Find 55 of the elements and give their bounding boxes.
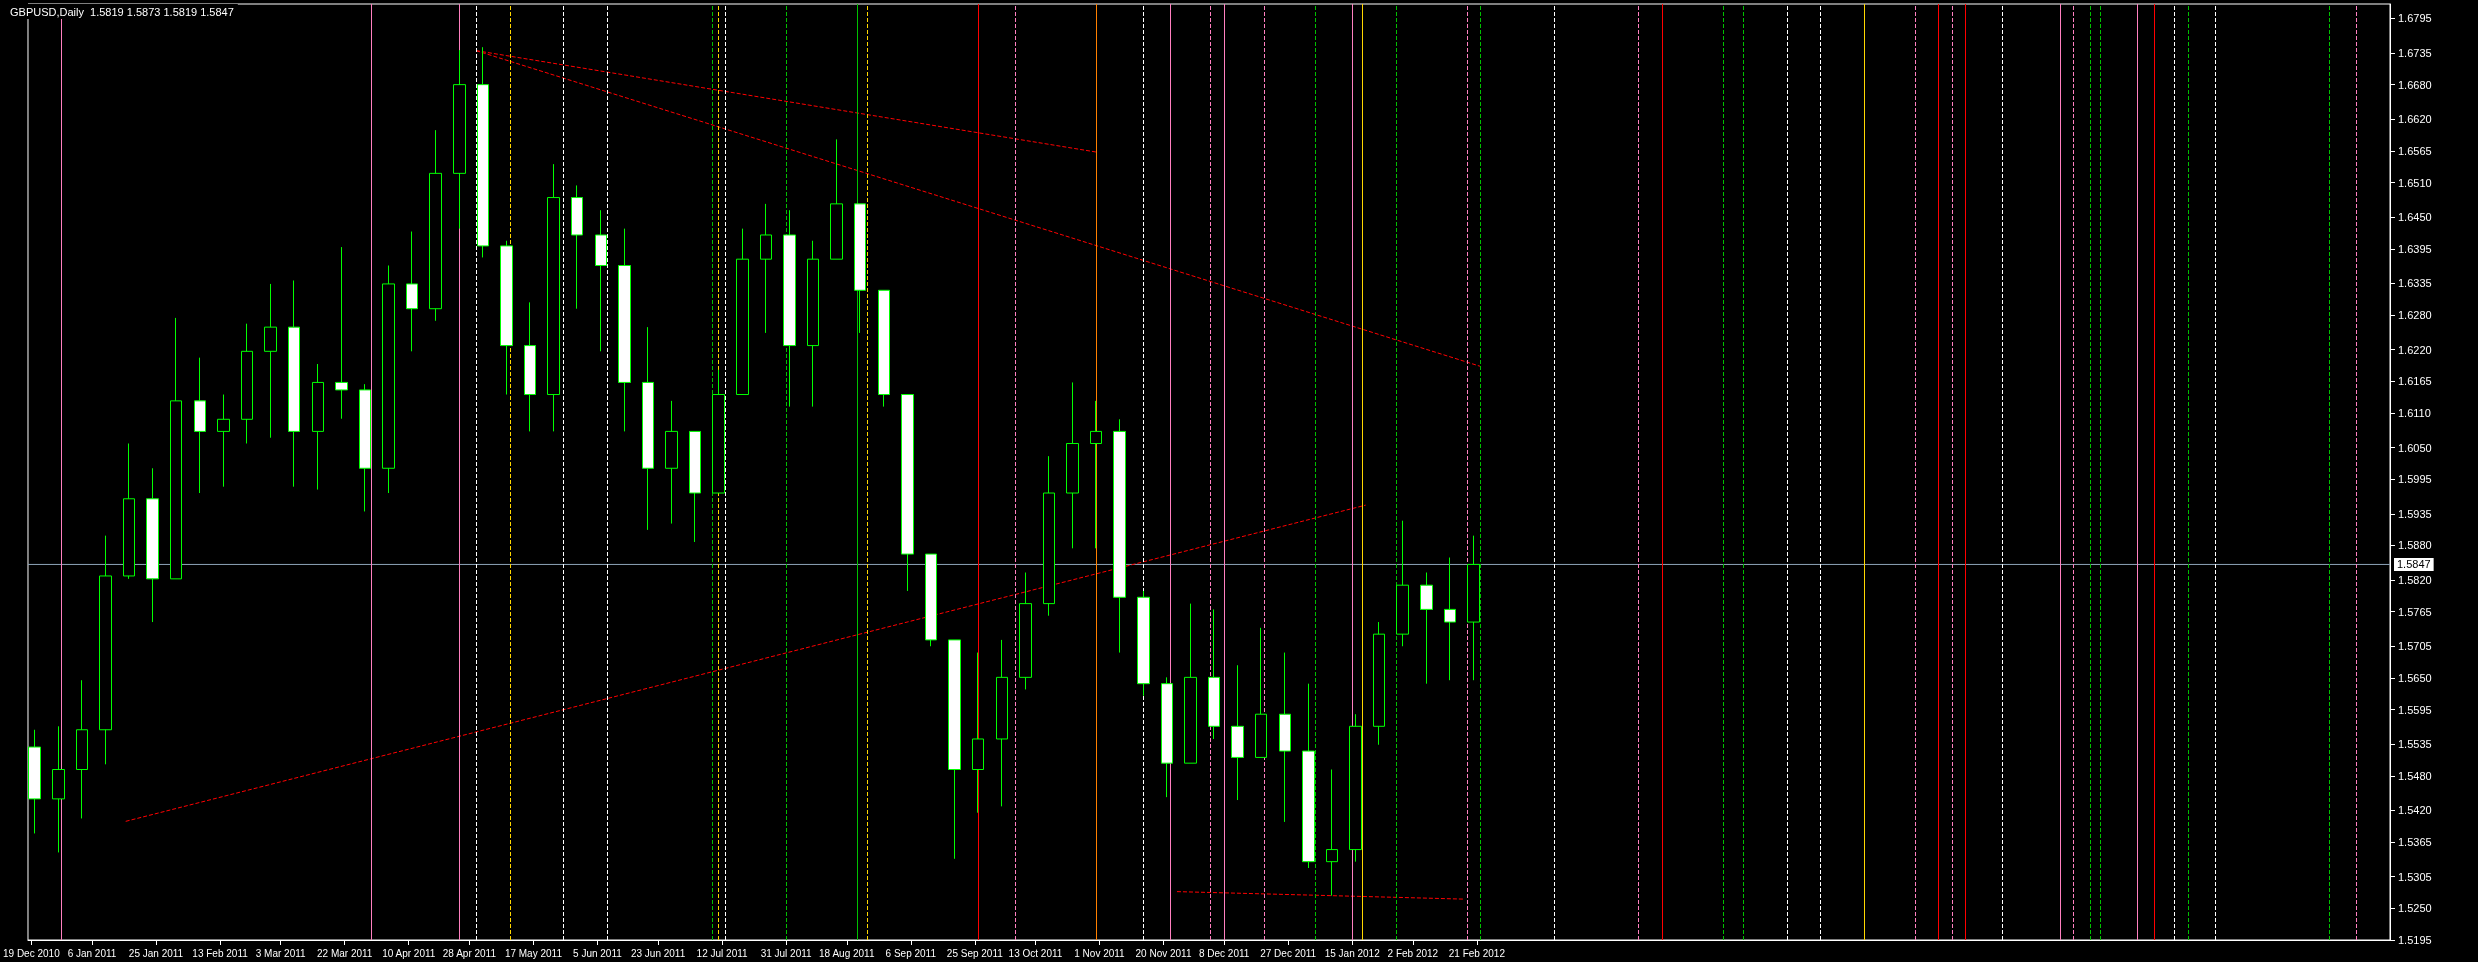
- y-tick-label: 1.5420: [2398, 804, 2432, 817]
- x-tick-label: 23 Jun 2011: [630, 947, 686, 959]
- y-tick-label: 1.6510: [2398, 176, 2432, 189]
- x-tick-label: 25 Sep 2011: [946, 947, 1004, 959]
- y-tick-label: 1.5880: [2398, 539, 2432, 552]
- x-tick-label: 25 Jan 2011: [128, 947, 184, 959]
- y-tick-label: 1.6335: [2398, 277, 2432, 290]
- x-tick-label: 31 Jul 2011: [760, 947, 813, 959]
- y-tick-label: 1.5705: [2398, 640, 2432, 653]
- x-tick-label: 18 Aug 2011: [819, 947, 875, 959]
- y-tick-label: 1.6280: [2398, 309, 2432, 322]
- x-tick-label: 6 Jan 2011: [67, 947, 117, 959]
- y-tick-label: 1.5935: [2398, 507, 2432, 520]
- x-tick-label: 13 Feb 2011: [192, 947, 249, 959]
- y-tick-label: 1.5535: [2398, 738, 2432, 751]
- y-tick-label: 1.6565: [2398, 144, 2432, 157]
- y-tick-label: 1.6680: [2398, 78, 2432, 91]
- x-tick-label: 8 Dec 2011: [1198, 947, 1250, 959]
- y-tick-label: 1.5250: [2398, 902, 2432, 915]
- y-tick-label: 1.6220: [2398, 343, 2432, 356]
- x-tick-label: 27 Dec 2011: [1260, 947, 1317, 959]
- y-tick-label: 1.5650: [2398, 671, 2432, 684]
- ref-line-label: 1.5847: [2397, 558, 2431, 571]
- y-tick-label: 1.5595: [2398, 703, 2432, 716]
- chart-title: GBPUSD,Daily 1.5819 1.5873 1.5819 1.5847: [10, 5, 234, 18]
- y-tick-label: 1.6395: [2398, 242, 2432, 255]
- y-tick-label: 1.5765: [2398, 605, 2432, 618]
- y-tick-label: 1.6450: [2398, 211, 2432, 224]
- y-tick-label: 1.6110: [2398, 406, 2431, 419]
- y-tick-label: 1.5820: [2398, 574, 2432, 586]
- x-tick-label: 13 Oct 2011: [1008, 947, 1063, 959]
- x-tick-label: 12 Jul 2011: [696, 947, 749, 959]
- y-tick-label: 1.6795: [2398, 12, 2432, 25]
- y-tick-label: 1.5480: [2398, 769, 2432, 782]
- x-tick-label: 22 Mar 2011: [317, 947, 373, 959]
- y-tick-label: 1.5195: [2398, 934, 2432, 946]
- x-tick-label: 10 Apr 2011: [382, 947, 436, 959]
- x-tick-label: 3 Mar 2011: [255, 947, 307, 959]
- y-tick-label: 1.5365: [2398, 836, 2432, 849]
- x-tick-label: 6 Sep 2011: [885, 947, 937, 959]
- x-tick-label: 1 Nov 2011: [1074, 947, 1126, 959]
- y-tick-label: 1.6620: [2398, 113, 2432, 126]
- x-tick-label: 17 May 2011: [504, 947, 563, 959]
- x-tick-label: 2 Feb 2012: [1387, 947, 1439, 959]
- y-tick-label: 1.6735: [2398, 46, 2432, 59]
- y-tick-label: 1.6165: [2398, 375, 2432, 388]
- x-tick-label: 20 Nov 2011: [1135, 947, 1192, 959]
- x-tick-label: 21 Feb 2012: [1448, 947, 1506, 959]
- x-tick-label: 28 Apr 2011: [442, 947, 497, 959]
- y-tick-label: 1.5995: [2398, 473, 2432, 486]
- x-tick-label: 5 Jun 2011: [573, 947, 623, 959]
- x-tick-label: 19 Dec 2010: [3, 947, 61, 959]
- x-tick-label: 15 Jan 2012: [1324, 947, 1381, 959]
- y-tick-label: 1.6050: [2398, 441, 2432, 454]
- y-tick-label: 1.5305: [2398, 870, 2432, 883]
